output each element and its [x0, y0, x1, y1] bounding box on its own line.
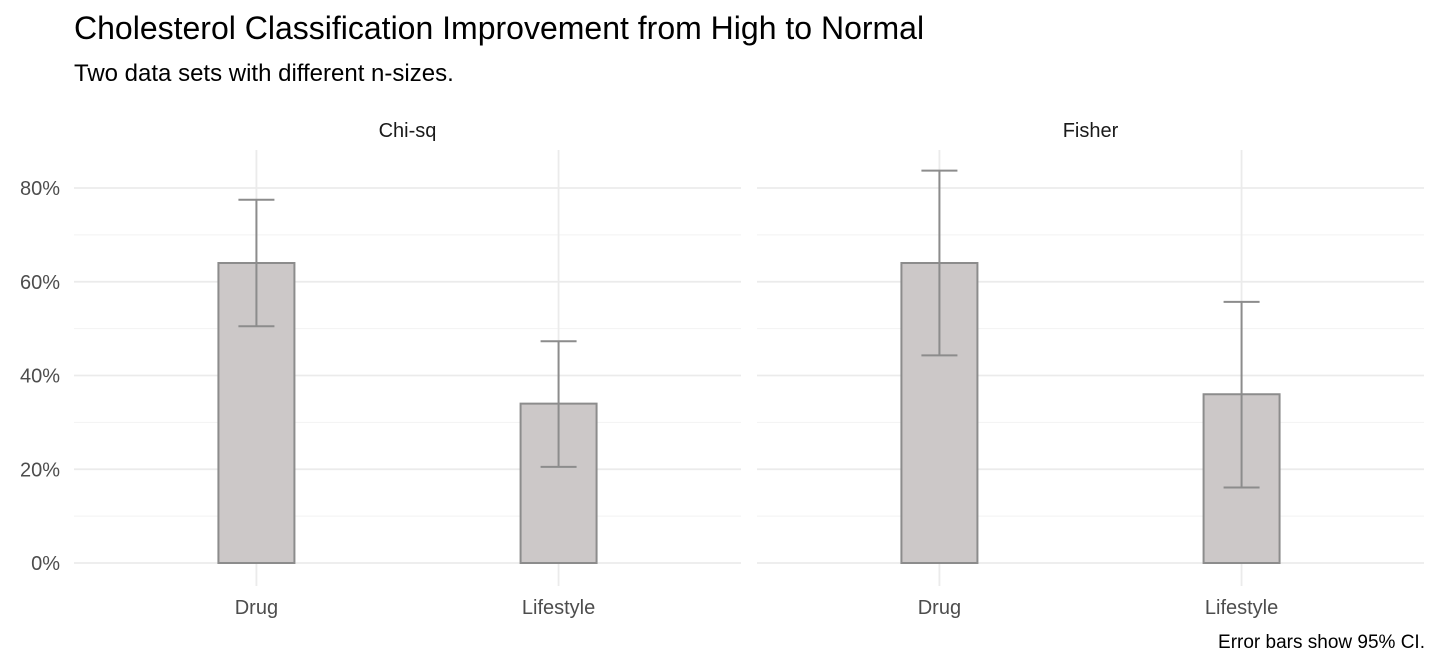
chart-title: Cholesterol Classification Improvement f…: [74, 10, 925, 46]
chart-subtitle: Two data sets with different n-sizes.: [74, 60, 454, 87]
y-tick-label: 0%: [31, 553, 60, 575]
x-tick-label: Drug: [918, 597, 961, 619]
facet-label: Chi-sq: [379, 120, 437, 142]
y-tick-label: 60%: [20, 272, 60, 294]
chart-caption: Error bars show 95% CI.: [1218, 632, 1425, 653]
x-tick-label: Lifestyle: [522, 597, 595, 619]
y-tick-label: 20%: [20, 459, 60, 481]
y-tick-label: 80%: [20, 178, 60, 200]
x-tick-label: Lifestyle: [1205, 597, 1278, 619]
y-tick-label: 40%: [20, 366, 60, 388]
facet-label: Fisher: [1063, 120, 1119, 142]
x-tick-label: Drug: [235, 597, 278, 619]
